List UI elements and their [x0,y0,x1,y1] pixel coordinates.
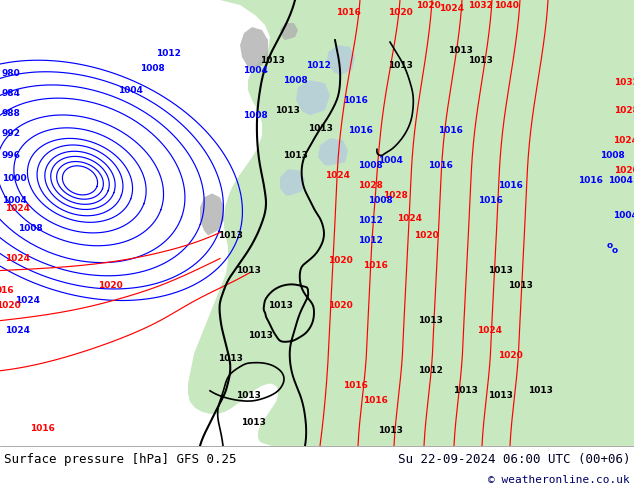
Polygon shape [280,170,305,196]
Text: o: o [607,241,613,250]
Text: 992: 992 [2,129,21,138]
Text: 980: 980 [2,69,21,77]
Text: 1028: 1028 [358,181,382,190]
Text: 1000: 1000 [2,174,27,183]
Text: 1016: 1016 [335,7,361,17]
Text: 1016: 1016 [427,161,453,170]
Text: 1008: 1008 [368,196,392,205]
Text: 1032: 1032 [614,78,634,87]
Text: 1004: 1004 [243,66,268,74]
Text: 1020: 1020 [416,0,441,9]
Text: 1004: 1004 [607,176,633,185]
Text: 1004: 1004 [378,156,403,165]
Text: 1013: 1013 [488,266,512,275]
Text: 016: 016 [0,286,15,295]
Text: 1008: 1008 [243,111,268,120]
Polygon shape [280,23,298,40]
Text: 1024: 1024 [439,3,465,13]
Text: 1032: 1032 [467,0,493,9]
Text: Su 22-09-2024 06:00 UTC (00+06): Su 22-09-2024 06:00 UTC (00+06) [398,453,630,466]
Text: 1016: 1016 [363,396,387,405]
Text: 1040: 1040 [493,0,519,9]
Polygon shape [200,194,224,236]
Text: 1008: 1008 [600,151,624,160]
Text: 1013: 1013 [259,56,285,65]
Text: 1013: 1013 [240,418,266,427]
Text: 1024: 1024 [15,296,40,305]
Text: Surface pressure [hPa] GFS 0.25: Surface pressure [hPa] GFS 0.25 [4,453,236,466]
Text: 1012: 1012 [306,61,330,70]
Text: 1013: 1013 [453,386,477,395]
Text: 1016: 1016 [578,176,602,185]
Polygon shape [318,138,348,165]
Text: 1013: 1013 [488,392,512,400]
Text: 1024: 1024 [614,136,634,145]
Text: 1020: 1020 [98,281,122,290]
Polygon shape [272,0,340,67]
Text: 1016: 1016 [30,424,55,433]
Text: 1020: 1020 [0,301,20,310]
Text: 1024: 1024 [325,171,351,180]
Text: 1012: 1012 [358,236,382,245]
Text: 988: 988 [2,109,21,118]
Text: 1020: 1020 [328,256,353,265]
Text: 1020: 1020 [498,351,522,360]
Text: 1013: 1013 [467,56,493,65]
Text: 1028: 1028 [614,106,634,115]
Text: 1016: 1016 [477,196,502,205]
Text: 1020: 1020 [413,231,438,240]
Text: 1013: 1013 [268,301,292,310]
Text: 1013: 1013 [217,231,242,240]
Text: 1016: 1016 [347,126,372,135]
Text: o: o [612,246,618,255]
Text: 1012: 1012 [155,49,181,58]
Text: 1013: 1013 [247,331,273,340]
Text: 1024: 1024 [6,204,30,213]
Text: 1013: 1013 [217,354,242,363]
Text: 1013: 1013 [307,124,332,133]
Polygon shape [327,45,355,75]
Text: 1012: 1012 [358,216,382,225]
Text: 1024: 1024 [398,214,422,223]
Text: 996: 996 [2,151,21,160]
Text: © weatheronline.co.uk: © weatheronline.co.uk [488,475,630,485]
Text: 1016: 1016 [498,181,522,190]
Text: 1004: 1004 [2,196,27,205]
Polygon shape [296,80,330,115]
Polygon shape [480,0,634,149]
Text: 1013: 1013 [378,426,403,436]
Text: 1013: 1013 [508,281,533,290]
Text: 1020: 1020 [614,166,634,175]
Text: 1024: 1024 [6,254,30,263]
Text: 1020: 1020 [387,7,412,17]
Text: 1016: 1016 [363,261,387,270]
Text: 1013: 1013 [527,386,552,395]
Text: 1013: 1013 [283,151,307,160]
Polygon shape [240,27,268,70]
Text: 1013: 1013 [448,46,472,54]
Text: 1004: 1004 [117,86,143,95]
Text: 1028: 1028 [382,191,408,200]
Text: 1013: 1013 [418,316,443,325]
Polygon shape [188,0,634,446]
Text: 1008: 1008 [283,75,307,85]
Text: 1016: 1016 [342,381,368,390]
Text: 1008: 1008 [139,64,164,73]
Text: 1004: 1004 [612,211,634,220]
Text: 1008: 1008 [18,224,42,233]
Text: 1024: 1024 [477,326,503,335]
Text: 1008: 1008 [358,161,382,170]
Text: 1012: 1012 [418,366,443,375]
Text: 1024: 1024 [5,326,30,335]
Text: 1020: 1020 [328,301,353,310]
Text: 1013: 1013 [387,61,413,70]
Text: 1013: 1013 [236,392,261,400]
Text: 1013: 1013 [236,266,261,275]
Text: 1013: 1013 [275,106,299,115]
Text: 1016: 1016 [437,126,462,135]
Text: 984: 984 [2,89,21,98]
Text: 1016: 1016 [342,96,368,105]
